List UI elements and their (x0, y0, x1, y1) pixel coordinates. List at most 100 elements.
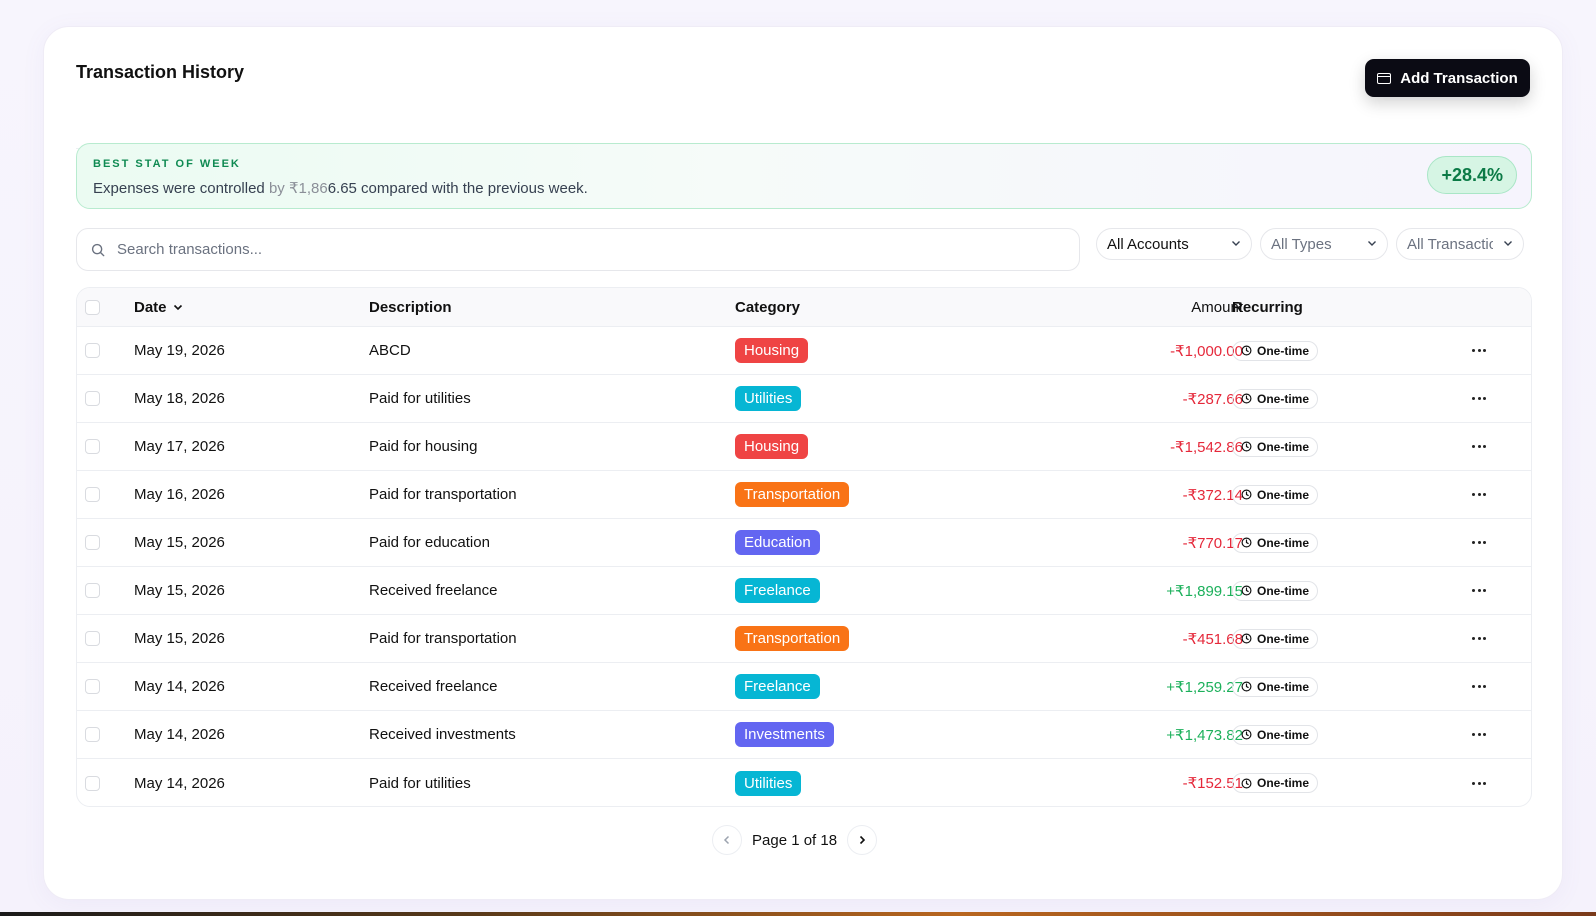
row-checkbox[interactable] (85, 679, 100, 694)
next-page-button[interactable] (847, 825, 878, 855)
row-amount: -₹451.68 (1182, 630, 1243, 648)
clock-icon (1241, 681, 1252, 692)
row-recurring-cell: One-time (1232, 519, 1319, 566)
select-all-cell (85, 288, 101, 326)
chevron-down-icon (1504, 241, 1512, 246)
row-checkbox[interactable] (85, 343, 100, 358)
row-actions-button[interactable] (1472, 711, 1486, 758)
row-actions-button[interactable] (1472, 759, 1486, 806)
accounts-filter[interactable]: All Accounts (1096, 228, 1252, 260)
chevron-right-icon (860, 835, 866, 845)
table-row[interactable]: May 15, 2026 Paid for education Education -… (77, 519, 1531, 567)
row-description: Paid for transportation (369, 486, 517, 503)
category-badge: Utilities (735, 770, 802, 796)
more-horizontal-icon (1472, 493, 1486, 496)
table-row[interactable]: May 15, 2026 Paid for transportation Trans… (77, 615, 1531, 663)
category-badge: Freelance (735, 578, 820, 603)
row-checkbox[interactable] (85, 775, 100, 791)
row-date: May 14, 2026 (134, 678, 225, 695)
best-stat-banner: BEST STAT OF WEEK Expenses were controll… (76, 143, 1532, 209)
recurring-label: One-time (1257, 679, 1310, 694)
row-date: May 14, 2026 (134, 726, 225, 743)
transactions-filter[interactable]: All Transactions (1396, 228, 1524, 260)
row-actions-button[interactable] (1472, 663, 1486, 710)
recurring-label: One-time (1257, 727, 1310, 742)
recurring-badge: One-time (1232, 580, 1319, 601)
row-actions-button[interactable] (1472, 567, 1486, 614)
row-select-cell (85, 375, 101, 422)
row-checkbox[interactable] (85, 583, 100, 598)
types-filter[interactable]: All Types (1260, 228, 1388, 260)
row-recurring-cell: One-time (1232, 759, 1319, 806)
table-row[interactable]: May 18, 2026 Paid for utilities Utilities -… (77, 375, 1531, 423)
table-row[interactable]: May 16, 2026 Paid for transportation Trans… (77, 471, 1531, 519)
row-actions-button[interactable] (1472, 423, 1486, 470)
row-actions-button[interactable] (1472, 471, 1486, 518)
row-actions-button[interactable] (1472, 375, 1486, 422)
recurring-badge: One-time (1232, 773, 1319, 793)
row-actions-button[interactable] (1472, 327, 1486, 374)
recurring-badge: One-time (1232, 388, 1319, 409)
row-checkbox[interactable] (85, 391, 100, 406)
table-row[interactable]: May 14, 2026 Paid for utilities Utilities -… (77, 759, 1531, 806)
row-amount: -₹1,542.86 (1170, 438, 1243, 456)
table-row[interactable]: May 19, 2026 ABCD Housing -₹1,000.00 One-tim… (77, 327, 1531, 375)
chevron-down-icon (1232, 241, 1240, 246)
recurring-label: One-time (1257, 776, 1310, 790)
date-header-label: Date (134, 298, 167, 316)
recurring-header: Recurring (1232, 298, 1303, 316)
table-row[interactable]: May 15, 2026 Received freelance Freelance +… (77, 567, 1531, 615)
row-actions-button[interactable] (1472, 615, 1486, 662)
row-description: Paid for transportation (369, 630, 517, 647)
category-badge: Utilities (735, 386, 802, 411)
recurring-badge: One-time (1232, 676, 1319, 697)
description-header: Description (369, 298, 452, 316)
row-description: Paid for education (369, 534, 490, 551)
more-horizontal-icon (1472, 445, 1486, 448)
row-description: Received freelance (369, 678, 498, 695)
prev-page-button[interactable] (712, 825, 742, 855)
more-horizontal-icon (1472, 781, 1486, 785)
row-category-cell: Housing (735, 423, 809, 470)
search-box[interactable] (76, 228, 1080, 271)
add-transaction-button[interactable]: Add Transaction (1365, 59, 1530, 97)
row-date: May 14, 2026 (134, 774, 225, 792)
recurring-badge: One-time (1232, 628, 1319, 649)
bottom-gradient-bar (0, 912, 1596, 916)
row-description: Paid for utilities (369, 390, 471, 407)
row-checkbox[interactable] (85, 727, 100, 742)
row-date: May 15, 2026 (134, 630, 225, 647)
table-row[interactable]: May 14, 2026 Received investments Investme… (77, 711, 1531, 759)
category-badge: Housing (735, 338, 809, 363)
row-checkbox[interactable] (85, 631, 100, 646)
transactions-filter-value: All Transactions (1407, 235, 1493, 253)
row-select-cell (85, 615, 101, 662)
row-category-cell: Transportation (735, 471, 850, 518)
add-transaction-label: Add Transaction (1400, 69, 1518, 87)
row-checkbox[interactable] (85, 535, 100, 550)
row-checkbox[interactable] (85, 487, 100, 502)
clock-icon (1241, 585, 1252, 596)
row-date: May 17, 2026 (134, 438, 225, 455)
stat-change-badge: +28.4% (1427, 156, 1517, 194)
clock-icon (1241, 729, 1252, 740)
row-description: Paid for utilities (369, 774, 471, 792)
search-input[interactable] (117, 229, 1057, 270)
row-description: Received investments (369, 726, 516, 743)
select-all-checkbox[interactable] (85, 299, 100, 315)
row-actions-button[interactable] (1472, 519, 1486, 566)
clock-icon (1241, 345, 1252, 356)
table-row[interactable]: May 14, 2026 Received freelance Freelance +… (77, 663, 1531, 711)
row-select-cell (85, 663, 101, 710)
card-icon (1377, 72, 1392, 84)
row-select-cell (85, 519, 101, 566)
row-amount: +₹1,899.15 (1166, 582, 1243, 600)
row-description: Paid for housing (369, 438, 478, 455)
row-amount: -₹287.66 (1182, 390, 1243, 408)
date-header[interactable]: Date (134, 288, 183, 326)
more-horizontal-icon (1472, 397, 1486, 400)
row-checkbox[interactable] (85, 439, 100, 454)
table-row[interactable]: May 17, 2026 Paid for housing Housing -₹1,5… (77, 423, 1531, 471)
clock-icon (1241, 489, 1252, 500)
page-title: Transaction History (76, 62, 245, 82)
